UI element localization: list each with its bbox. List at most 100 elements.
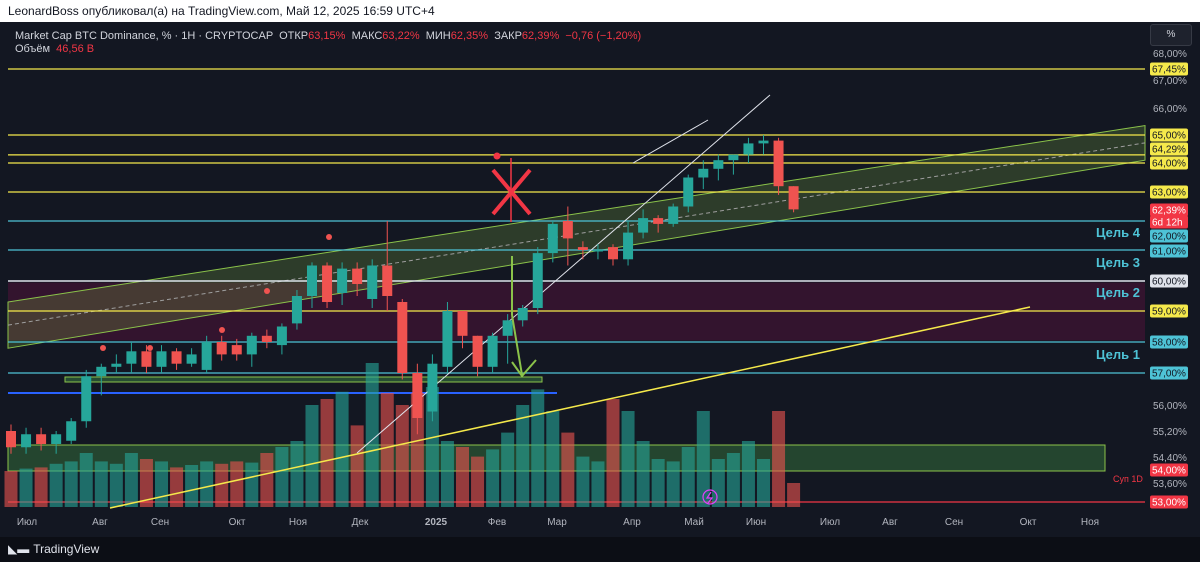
time-axis: Июл Авг Сен Окт Ноя Дек 2025 Фев Мар Апр Май Июн Июл… (17, 517, 1099, 528)
tradingview-logo-icon[interactable]: ◣▬ (8, 542, 30, 556)
volume-bar (531, 389, 545, 507)
candle-down (322, 265, 333, 302)
candle-down (141, 351, 152, 367)
horizontal-levels (8, 68, 1145, 503)
price-badge-label: 63,00% (1152, 188, 1186, 199)
volume-bar (320, 399, 334, 507)
volume-bar (290, 441, 304, 507)
candle-up (291, 296, 302, 324)
candle-down (171, 351, 182, 364)
legend-change: −0,76 (−1,20%) (565, 30, 642, 42)
target-label: Цель 1 (1096, 347, 1140, 362)
x-tick-label: Окт (1020, 517, 1037, 528)
legend-high-label: МАКС (351, 30, 383, 42)
volume-bar (696, 411, 710, 507)
price-badge (1150, 215, 1188, 229)
candle-up (623, 232, 634, 260)
candle-up (81, 376, 92, 422)
alert-dot (264, 288, 270, 294)
candle-down (397, 302, 408, 373)
price-axis: 68,00% 67,00% 66,00% 56,00% 55,20% 54,40% 53,6… (1153, 49, 1187, 490)
drawings (109, 94, 1031, 509)
volume-bar (757, 459, 770, 507)
candle-up (276, 326, 287, 346)
x-tick-label: Июл (17, 517, 37, 528)
volume-bar (425, 387, 439, 507)
price-badge (1150, 495, 1188, 509)
price-badge-label: 64,00% (1152, 159, 1186, 170)
volume-bar (681, 447, 695, 507)
lightning-icon (702, 489, 718, 505)
price-badge (1150, 142, 1188, 156)
candle-up (758, 140, 769, 144)
x-tick-label: Ноя (289, 517, 307, 528)
volume-bar (64, 461, 78, 507)
legend-high-value: 63,22% (382, 30, 420, 42)
candles (6, 135, 799, 454)
candle-down (216, 342, 227, 355)
price-badges: 67,45% 65,00% 64,29% 64,00% 63,00% 62,39%6d 1… (1150, 62, 1188, 509)
side-label: Суп 1D (1113, 474, 1143, 484)
volume-bar (200, 461, 214, 507)
volume-bar (109, 463, 123, 507)
candle-down (261, 335, 272, 342)
volume-bar (726, 453, 740, 507)
legend-low-value: 62,35% (450, 30, 489, 42)
candle-down (608, 247, 618, 260)
price-badge-label: 62,39% (1152, 206, 1186, 217)
target-label: Цель 3 (1096, 255, 1140, 270)
publish-info-bar: LeonardBoss опубликовал(а) на TradingVie… (0, 0, 1200, 22)
candle-up (713, 160, 724, 169)
green-arrow-head (511, 359, 537, 378)
candle-down (472, 335, 483, 367)
price-chart[interactable]: Цель 4 Цель 3 Цель 2 Цель 1 Суп 1D 68,00% 67,… (0, 0, 1200, 537)
candle-up (728, 154, 739, 161)
candle-down (577, 247, 588, 250)
volume-bar (185, 465, 199, 507)
volume-bar (124, 453, 138, 507)
white-trendline (356, 94, 771, 454)
chart-panel[interactable] (0, 22, 1200, 537)
x-tick-label: Сен (151, 517, 169, 528)
percent-scale-button[interactable]: % (1150, 24, 1192, 46)
volume-bar (230, 461, 244, 507)
yellow-trendline (109, 306, 1031, 509)
x-tick-label: Апр (623, 517, 641, 528)
candle-up (337, 268, 348, 293)
white-upper-trendline (632, 119, 709, 164)
price-badge-label: 6d 12h (1152, 218, 1183, 229)
volume-bar (410, 393, 424, 507)
price-badge (1150, 156, 1188, 170)
x-tick-label: Окт (229, 517, 246, 528)
alert-dot (100, 345, 106, 351)
price-badge-label: 57,00% (1152, 369, 1186, 380)
candle-up (246, 335, 257, 355)
volume-bar (305, 405, 319, 507)
volume-bar (486, 449, 500, 507)
y-tick-label: 53,60% (1153, 479, 1187, 490)
footer-logo-text[interactable]: TradingView (33, 542, 100, 556)
volume-bar (440, 441, 454, 507)
legend-low-label: МИН (425, 30, 451, 42)
candle-up (743, 143, 754, 155)
candle-down (788, 186, 799, 210)
ascending-channel (7, 124, 1146, 349)
candle-up (683, 177, 694, 207)
candle-down (653, 218, 664, 224)
candle-up (592, 250, 603, 252)
target-label: Цель 2 (1096, 285, 1140, 300)
price-badge (1150, 463, 1188, 477)
candle-down (562, 221, 573, 239)
alert-dot (326, 234, 332, 240)
candle-down (773, 140, 784, 187)
price-badge-label: 59,00% (1152, 307, 1186, 318)
legend-symbol: Market Cap BTC Dominance, % · 1Н · CRYPT… (15, 30, 273, 42)
candle-up (698, 168, 709, 178)
price-badge (1150, 185, 1188, 199)
publish-line: LeonardBoss опубликовал(а) на TradingVie… (8, 4, 435, 18)
candle-down (412, 373, 423, 418)
green-arrow-shaft (511, 314, 523, 376)
price-badge (1150, 203, 1188, 217)
y-tick-label: 55,20% (1153, 427, 1187, 438)
candle-up (51, 434, 62, 444)
